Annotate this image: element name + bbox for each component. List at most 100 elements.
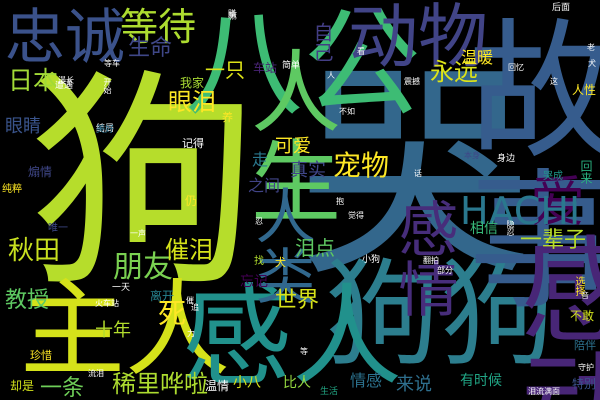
- cloud-word: 唯一: [48, 223, 68, 234]
- cloud-word: 仍: [185, 194, 198, 208]
- cloud-word: 感人: [182, 273, 402, 400]
- cloud-word: 人: [327, 71, 335, 80]
- cloud-word: 一辈子: [520, 228, 587, 253]
- cloud-word: 我家: [180, 76, 205, 90]
- cloud-word: 离开: [150, 289, 175, 303]
- cloud-word: 稀里哗啦: [112, 370, 208, 398]
- cloud-word: 老: [587, 43, 595, 52]
- cloud-word: 却是: [10, 379, 35, 393]
- cloud-word: 人性: [572, 83, 597, 97]
- cloud-word: 追: [191, 303, 199, 312]
- cloud-word: 人类: [245, 185, 315, 305]
- cloud-word: 秋田: [8, 236, 61, 266]
- cloud-word: 永远: [430, 58, 478, 86]
- cloud-word: 忠诚: [5, 3, 125, 73]
- cloud-word: 人生: [235, 45, 340, 225]
- cloud-word: 陪伴: [574, 339, 596, 352]
- cloud-word: 比人: [283, 375, 311, 391]
- cloud-word: 遭遇: [55, 81, 74, 91]
- cloud-word: 看: [357, 47, 365, 56]
- cloud-word: 八公: [185, 0, 422, 133]
- cloud-word: 眼泪: [168, 88, 216, 116]
- cloud-word: 宠物: [333, 149, 390, 182]
- cloud-word: 走: [252, 150, 269, 169]
- cloud-word: 守护: [578, 363, 594, 372]
- cloud-word: 部分: [437, 266, 453, 275]
- cloud-word: 身边: [497, 154, 516, 164]
- cloud-word: 忘记: [240, 274, 268, 290]
- cloud-word: 音: [581, 291, 589, 300]
- cloud-word: 一天: [112, 283, 131, 293]
- cloud-word: 主人: [20, 269, 231, 391]
- cloud-word: 狗狗: [325, 248, 556, 382]
- cloud-word: 等待: [120, 5, 197, 49]
- cloud-word: 可爱: [275, 136, 311, 157]
- cloud-word: 漫长: [58, 76, 74, 85]
- cloud-word: 开始: [103, 78, 112, 94]
- cloud-word: 等: [300, 347, 308, 356]
- cloud-word: 自己: [310, 22, 334, 62]
- cloud-word: 之间: [248, 176, 281, 195]
- cloud-word: 美好: [96, 125, 115, 135]
- cloud-word: 记得: [182, 137, 204, 150]
- cloud-word: 等车: [104, 59, 120, 68]
- cloud-word: 赚: [228, 9, 236, 18]
- cloud-word: 一只: [205, 58, 245, 82]
- cloud-word: 真实: [290, 160, 326, 181]
- cloud-word: 回忆: [508, 63, 524, 72]
- cloud-word: 温情: [205, 379, 230, 393]
- cloud-word: 催: [186, 296, 194, 305]
- cloud-word: 车站: [253, 61, 278, 75]
- cloud-word: 生命: [128, 36, 173, 61]
- cloud-word: 选择: [573, 276, 584, 296]
- cloud-word: 小狗: [362, 255, 381, 265]
- cloud-word: 翻拍: [423, 256, 439, 265]
- cloud-word: 煽情: [28, 165, 53, 179]
- cloud-word: 来说: [396, 374, 432, 395]
- cloud-word: 泪流满面: [528, 387, 560, 396]
- cloud-word: 生活: [320, 387, 339, 397]
- cloud-word: 故事: [443, 12, 600, 312]
- cloud-word: 泪点: [295, 236, 335, 260]
- cloud-word: 回来: [579, 160, 593, 184]
- cloud-word: 忍: [255, 217, 263, 226]
- cloud-word: 嘛: [228, 12, 238, 22]
- cloud-word: HACHI: [460, 189, 581, 233]
- cloud-word: 眼睛: [5, 116, 41, 137]
- cloud-word: 简单: [282, 61, 301, 71]
- cloud-word: 相信: [470, 221, 498, 237]
- cloud-word: 世界: [275, 288, 320, 313]
- cloud-word: 哭: [300, 41, 531, 308]
- cloud-word: 找: [254, 256, 264, 267]
- cloud-word: 抱: [336, 197, 344, 206]
- cloud-word: 后面: [552, 3, 571, 13]
- cloud-word: 温暖: [461, 48, 494, 67]
- cloud-word: 话: [414, 169, 422, 178]
- cloud-word: 这: [550, 77, 558, 86]
- cloud-word: 爱: [530, 170, 586, 234]
- cloud-word: 感动: [501, 230, 600, 400]
- cloud-word: 隐忍: [506, 220, 515, 236]
- cloud-word: 结局: [96, 124, 115, 134]
- cloud-word: 死: [158, 297, 187, 330]
- cloud-word: 觉得: [348, 211, 364, 220]
- cloud-word: 情感: [350, 371, 383, 390]
- cloud-word: 不敢: [570, 309, 595, 323]
- cloud-word: 有时候: [460, 373, 502, 389]
- cloud-word: 力: [187, 329, 195, 338]
- cloud-word: 犬: [275, 256, 286, 269]
- cloud-word: 十年: [95, 320, 131, 341]
- cloud-word: 震撼: [404, 77, 420, 86]
- cloud-word: 不如: [339, 107, 355, 116]
- cloud-word: 教授: [5, 288, 50, 313]
- cloud-word: 狗: [28, 51, 259, 318]
- cloud-word: 珍惜: [30, 349, 52, 362]
- cloud-word: 哭成: [543, 171, 563, 182]
- cloud-word: 日本: [8, 66, 59, 95]
- cloud-word: 朋友: [113, 250, 173, 285]
- cloud-word: 一条: [40, 376, 85, 400]
- cloud-word: 感情: [388, 198, 458, 318]
- cloud-word: 小八: [233, 375, 261, 391]
- cloud-word: 流泪: [88, 369, 104, 378]
